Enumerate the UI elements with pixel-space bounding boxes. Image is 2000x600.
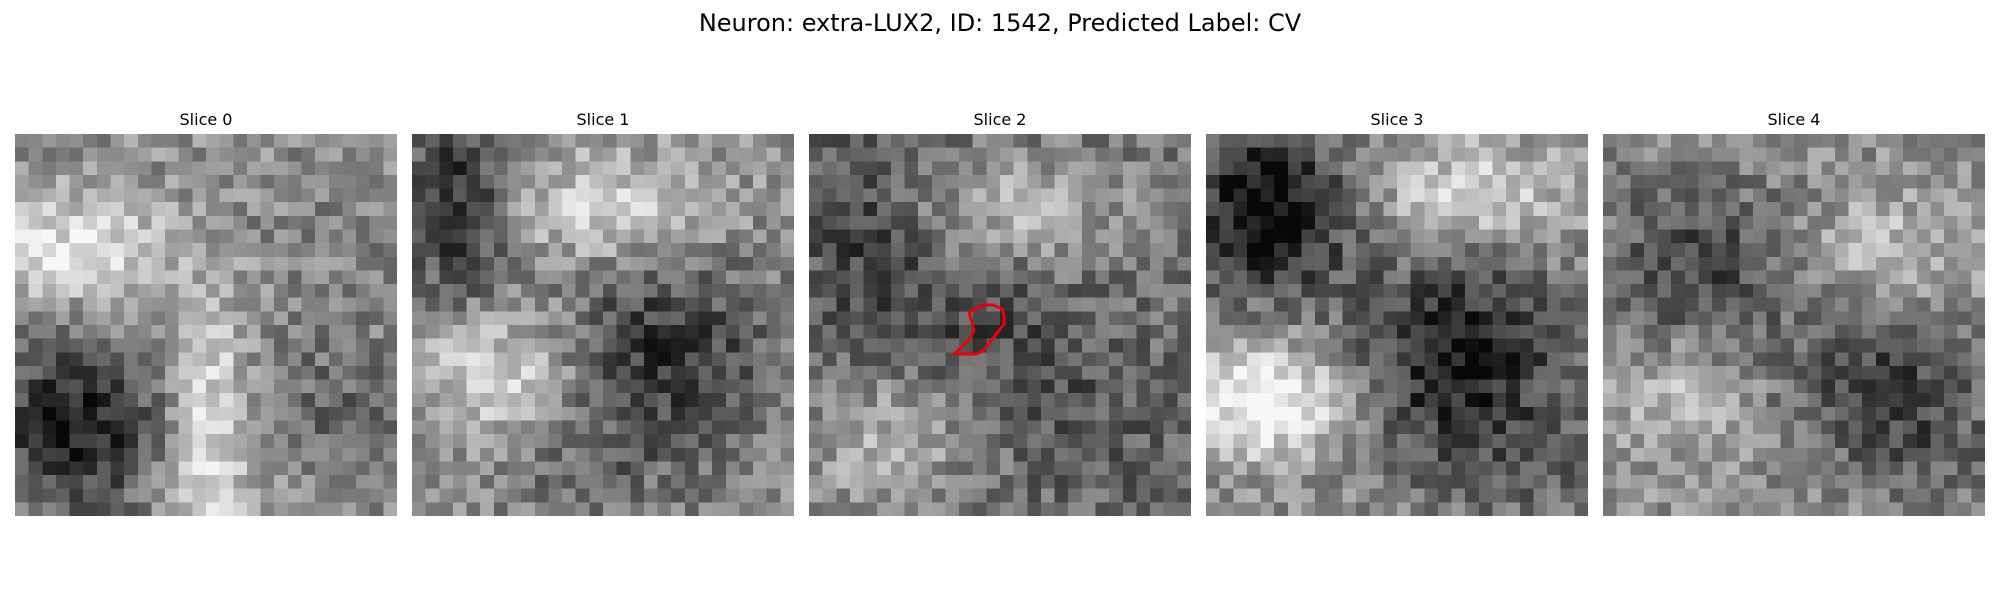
slice-image xyxy=(1603,134,1985,516)
slice-image xyxy=(1206,134,1588,516)
figure-title: Neuron: extra-LUX2, ID: 1542, Predicted … xyxy=(698,9,1302,37)
slice-title: Slice 2 xyxy=(973,110,1027,129)
slice-panel-3: Slice 3 xyxy=(1206,108,1588,516)
slice-panel-4: Slice 4 xyxy=(1603,108,1985,516)
slice-title: Slice 1 xyxy=(576,110,630,129)
slice-canvas xyxy=(412,134,794,516)
slice-panel-2: Slice 2 xyxy=(809,108,1191,516)
slice-title: Slice 4 xyxy=(1767,110,1821,129)
slice-panel-0: Slice 0 xyxy=(15,108,397,516)
slice-canvas xyxy=(1206,134,1588,516)
slice-image xyxy=(412,134,794,516)
slice-image xyxy=(15,134,397,516)
slice-canvas xyxy=(1603,134,1985,516)
roi-contour xyxy=(952,303,1006,356)
slice-image xyxy=(809,134,1191,516)
slice-title: Slice 0 xyxy=(179,110,233,129)
slice-canvas xyxy=(15,134,397,516)
slice-panel-1: Slice 1 xyxy=(412,108,794,516)
slice-canvas xyxy=(809,134,1191,516)
roi-contour-outline xyxy=(952,303,1006,356)
slice-title: Slice 3 xyxy=(1370,110,1424,129)
